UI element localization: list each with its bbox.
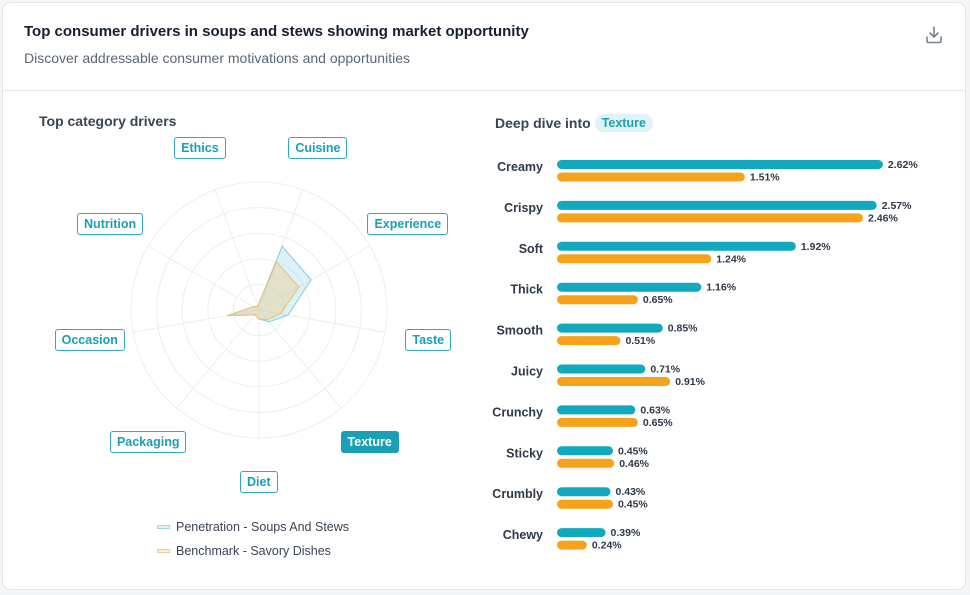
radar-label-texture[interactable]: Texture (340, 430, 399, 453)
radar-label-experience[interactable]: Experience (367, 213, 449, 235)
bar-penetration (557, 405, 636, 415)
bar-category-label: Smooth (496, 324, 543, 338)
bar-category-label: Crispy (504, 201, 543, 215)
legend-label-penetration: Penetration - Soups And Stews (176, 520, 350, 534)
bar-value-label: 2.57% (882, 200, 912, 212)
bar-value-label: 0.43% (615, 486, 645, 498)
bar-penetration (557, 323, 663, 333)
radar-series-benchmark (227, 260, 300, 321)
bar-benchmark (557, 540, 587, 550)
bar-penetration (557, 160, 883, 169)
bar-value-label: 0.85% (668, 323, 698, 335)
radar-spoke (214, 189, 260, 311)
radar-label-cuisine[interactable]: Cuisine (288, 137, 348, 160)
radar-spoke (258, 309, 342, 409)
bar-penetration (557, 282, 702, 292)
bar-penetration (557, 487, 611, 497)
bar-category-label: Crumbly (492, 487, 543, 501)
bar-value-label: 0.51% (625, 335, 655, 347)
radar-label-packaging[interactable]: Packaging (109, 430, 187, 453)
bar-category-label: Soft (519, 242, 544, 256)
deep-dive-label: Deep dive into (495, 115, 591, 131)
bar-value-label: 1.51% (750, 172, 780, 184)
bar-benchmark (557, 254, 712, 264)
left-panel-title: Top category drivers (39, 113, 177, 129)
bar-chart: Creamy 2.62% 1.51% Crispy 2.57%2.46% Soft 1.92… (492, 159, 918, 552)
radar-label-taste[interactable]: Taste (405, 328, 452, 351)
right-panel-title: Deep dive into Texture (495, 114, 653, 132)
bar-penetration (557, 200, 877, 210)
bar-benchmark (557, 417, 638, 427)
bar-benchmark (557, 213, 864, 223)
bar-value-label: 1.92% (801, 241, 831, 253)
bar-value-label: 0.46% (619, 458, 649, 470)
radar-spoke (147, 245, 260, 311)
bar-benchmark (557, 499, 613, 509)
bar-benchmark (557, 377, 671, 386)
radar-label-nutrition[interactable]: Nutrition (77, 213, 144, 235)
bar-benchmark (557, 172, 745, 182)
bar-penetration (557, 528, 606, 538)
bar-penetration (557, 446, 613, 456)
bar-value-label: 0.63% (640, 404, 670, 416)
legend-label-benchmark: Benchmark - Savory Dishes (176, 544, 331, 558)
radar-label-ethics[interactable]: Ethics (174, 137, 226, 160)
bar-value-label: 1.24% (716, 253, 746, 265)
bar-value-label: 0.45% (618, 445, 648, 457)
download-icon[interactable] (923, 24, 945, 46)
legend-item-benchmark[interactable]: Benchmark - Savory Dishes (157, 539, 349, 563)
bar-value-label: 2.62% (888, 159, 918, 171)
bar-penetration (557, 364, 646, 374)
texture-chip: Texture (594, 114, 653, 132)
bar-value-label: 0.65% (643, 294, 673, 306)
radar-spoke (258, 245, 371, 311)
card-title: Top consumer drivers in soups and stews … (24, 23, 529, 40)
bar-value-label: 0.24% (592, 540, 622, 552)
radar-chart (130, 181, 388, 439)
card-header: Top consumer drivers in soups and stews … (3, 3, 965, 91)
card-subtitle: Discover addressable consumer motivation… (24, 50, 410, 66)
bar-benchmark (557, 458, 615, 468)
bar-value-label: 0.65% (643, 417, 673, 429)
bar-category-label: Creamy (497, 160, 543, 174)
bar-benchmark (557, 336, 621, 346)
bar-value-label: 0.45% (618, 499, 648, 511)
radar-label-occasion[interactable]: Occasion (54, 328, 125, 351)
bar-category-label: Thick (510, 283, 543, 297)
bar-value-label: 0.91% (675, 376, 705, 388)
radar-legend: Penetration - Soups And Stews Benchmark … (157, 515, 349, 563)
legend-swatch-penetration (157, 525, 170, 529)
bar-value-label: 0.39% (611, 527, 641, 539)
bar-benchmark (557, 295, 638, 305)
legend-item-penetration[interactable]: Penetration - Soups And Stews (157, 515, 349, 539)
bar-category-label: Sticky (506, 446, 543, 460)
bar-penetration (557, 241, 796, 251)
legend-swatch-benchmark (157, 549, 170, 553)
radar-spoke (132, 309, 260, 333)
bar-category-label: Crunchy (492, 405, 543, 419)
radar-label-diet[interactable]: Diet (240, 471, 278, 493)
bar-value-label: 2.46% (868, 212, 898, 224)
bar-category-label: Juicy (511, 365, 543, 379)
bar-value-label: 0.71% (650, 364, 680, 376)
bar-category-label: Chewy (503, 528, 543, 542)
bar-value-label: 1.16% (706, 282, 736, 294)
radar-spoke (176, 309, 260, 409)
